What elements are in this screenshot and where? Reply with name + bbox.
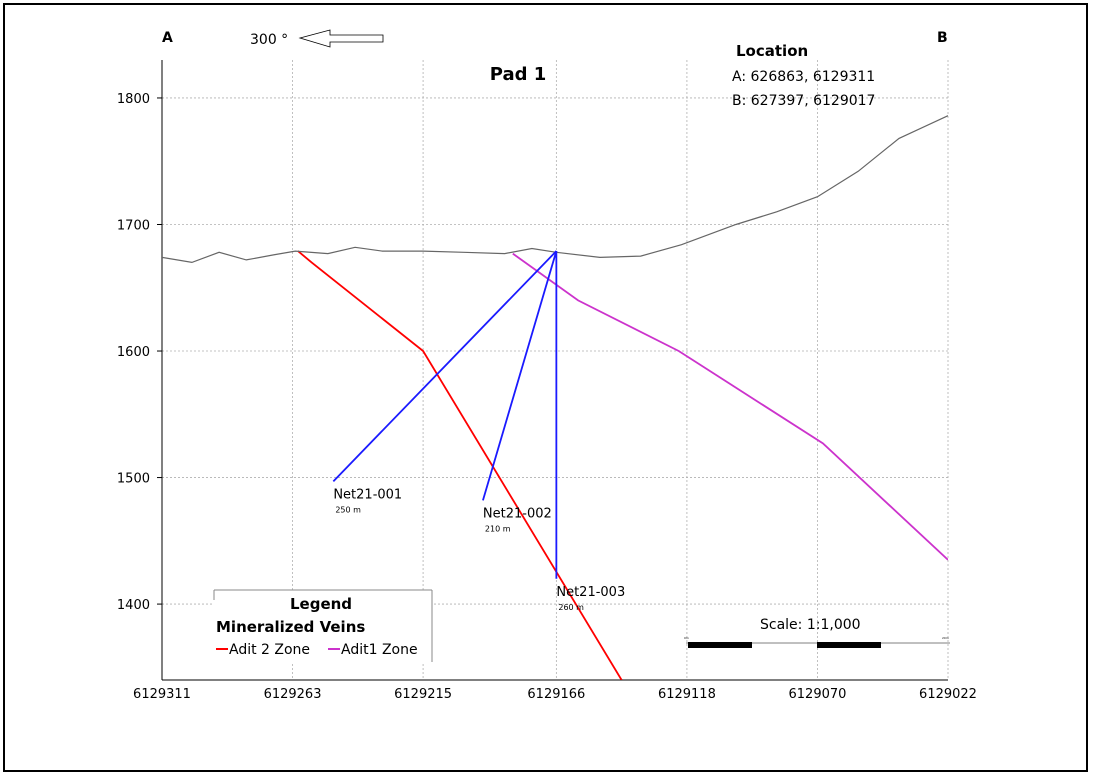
section-end-left-label: A bbox=[162, 30, 173, 46]
drillhole-name: Net21-002 bbox=[483, 506, 552, 521]
axis-layer: 6129311 6129263 6129215 6129166 6129118 61290… bbox=[117, 92, 977, 702]
scale-bar-right-tick: 20m bbox=[942, 636, 949, 640]
drillhole-layer: Net21-001 250 m Net21-002 210 m Net21-003 260… bbox=[332, 250, 625, 612]
y-tick-label: 1400 bbox=[117, 598, 150, 613]
x-tick-label: 6129311 bbox=[133, 687, 191, 702]
drillhole-length: 250 m bbox=[335, 505, 361, 514]
scale-bar: 0m 20m bbox=[684, 636, 950, 648]
drillhole-name: Net21-001 bbox=[333, 487, 402, 502]
drillhole-trace bbox=[482, 250, 558, 501]
x-tick-label: 6129118 bbox=[658, 687, 716, 702]
azimuth-label: 300 ° bbox=[250, 32, 288, 48]
y-tick-label: 1800 bbox=[117, 92, 150, 107]
legend-title: Legend bbox=[290, 595, 352, 613]
location-point-a: A: 626863, 6129311 bbox=[732, 69, 875, 85]
y-tick-label: 1700 bbox=[117, 218, 150, 233]
y-tick-label: 1500 bbox=[117, 472, 150, 487]
x-tick-label: 6129070 bbox=[789, 687, 847, 702]
y-tick-label: 1600 bbox=[117, 345, 150, 360]
legend-item-adit2: Adit 2 Zone bbox=[229, 642, 310, 658]
x-tick-label: 6129022 bbox=[919, 687, 977, 702]
scale-label: Scale: 1:1,000 bbox=[760, 617, 861, 633]
topography-line bbox=[162, 115, 948, 264]
drillhole-length: 210 m bbox=[485, 524, 511, 533]
drillhole-trace bbox=[332, 250, 558, 482]
legend-item-adit1: Adit1 Zone bbox=[341, 642, 418, 658]
location-point-b: B: 627397, 6129017 bbox=[732, 93, 875, 109]
location-heading: Location bbox=[736, 42, 808, 60]
section-end-right-label: B bbox=[937, 30, 948, 46]
x-tick-label: 6129215 bbox=[394, 687, 452, 702]
legend-subtitle: Mineralized Veins bbox=[216, 618, 365, 636]
drillhole-length: 260 m bbox=[558, 603, 584, 612]
scale-bar-left-tick: 0m bbox=[684, 636, 689, 640]
vein-line-adit-2-zone bbox=[297, 250, 623, 680]
figure-frame bbox=[3, 3, 1088, 772]
drillhole-name: Net21-003 bbox=[556, 585, 625, 600]
azimuth-arrow-icon bbox=[298, 29, 384, 48]
vein-line-adit1-zone bbox=[512, 252, 948, 561]
legend: Legend Mineralized Veins Adit 2 Zone Adi… bbox=[213, 589, 433, 662]
section-title: Pad 1 bbox=[490, 64, 547, 85]
x-tick-label: 6129166 bbox=[527, 687, 585, 702]
grid-layer bbox=[162, 60, 949, 680]
x-tick-label: 6129263 bbox=[264, 687, 322, 702]
